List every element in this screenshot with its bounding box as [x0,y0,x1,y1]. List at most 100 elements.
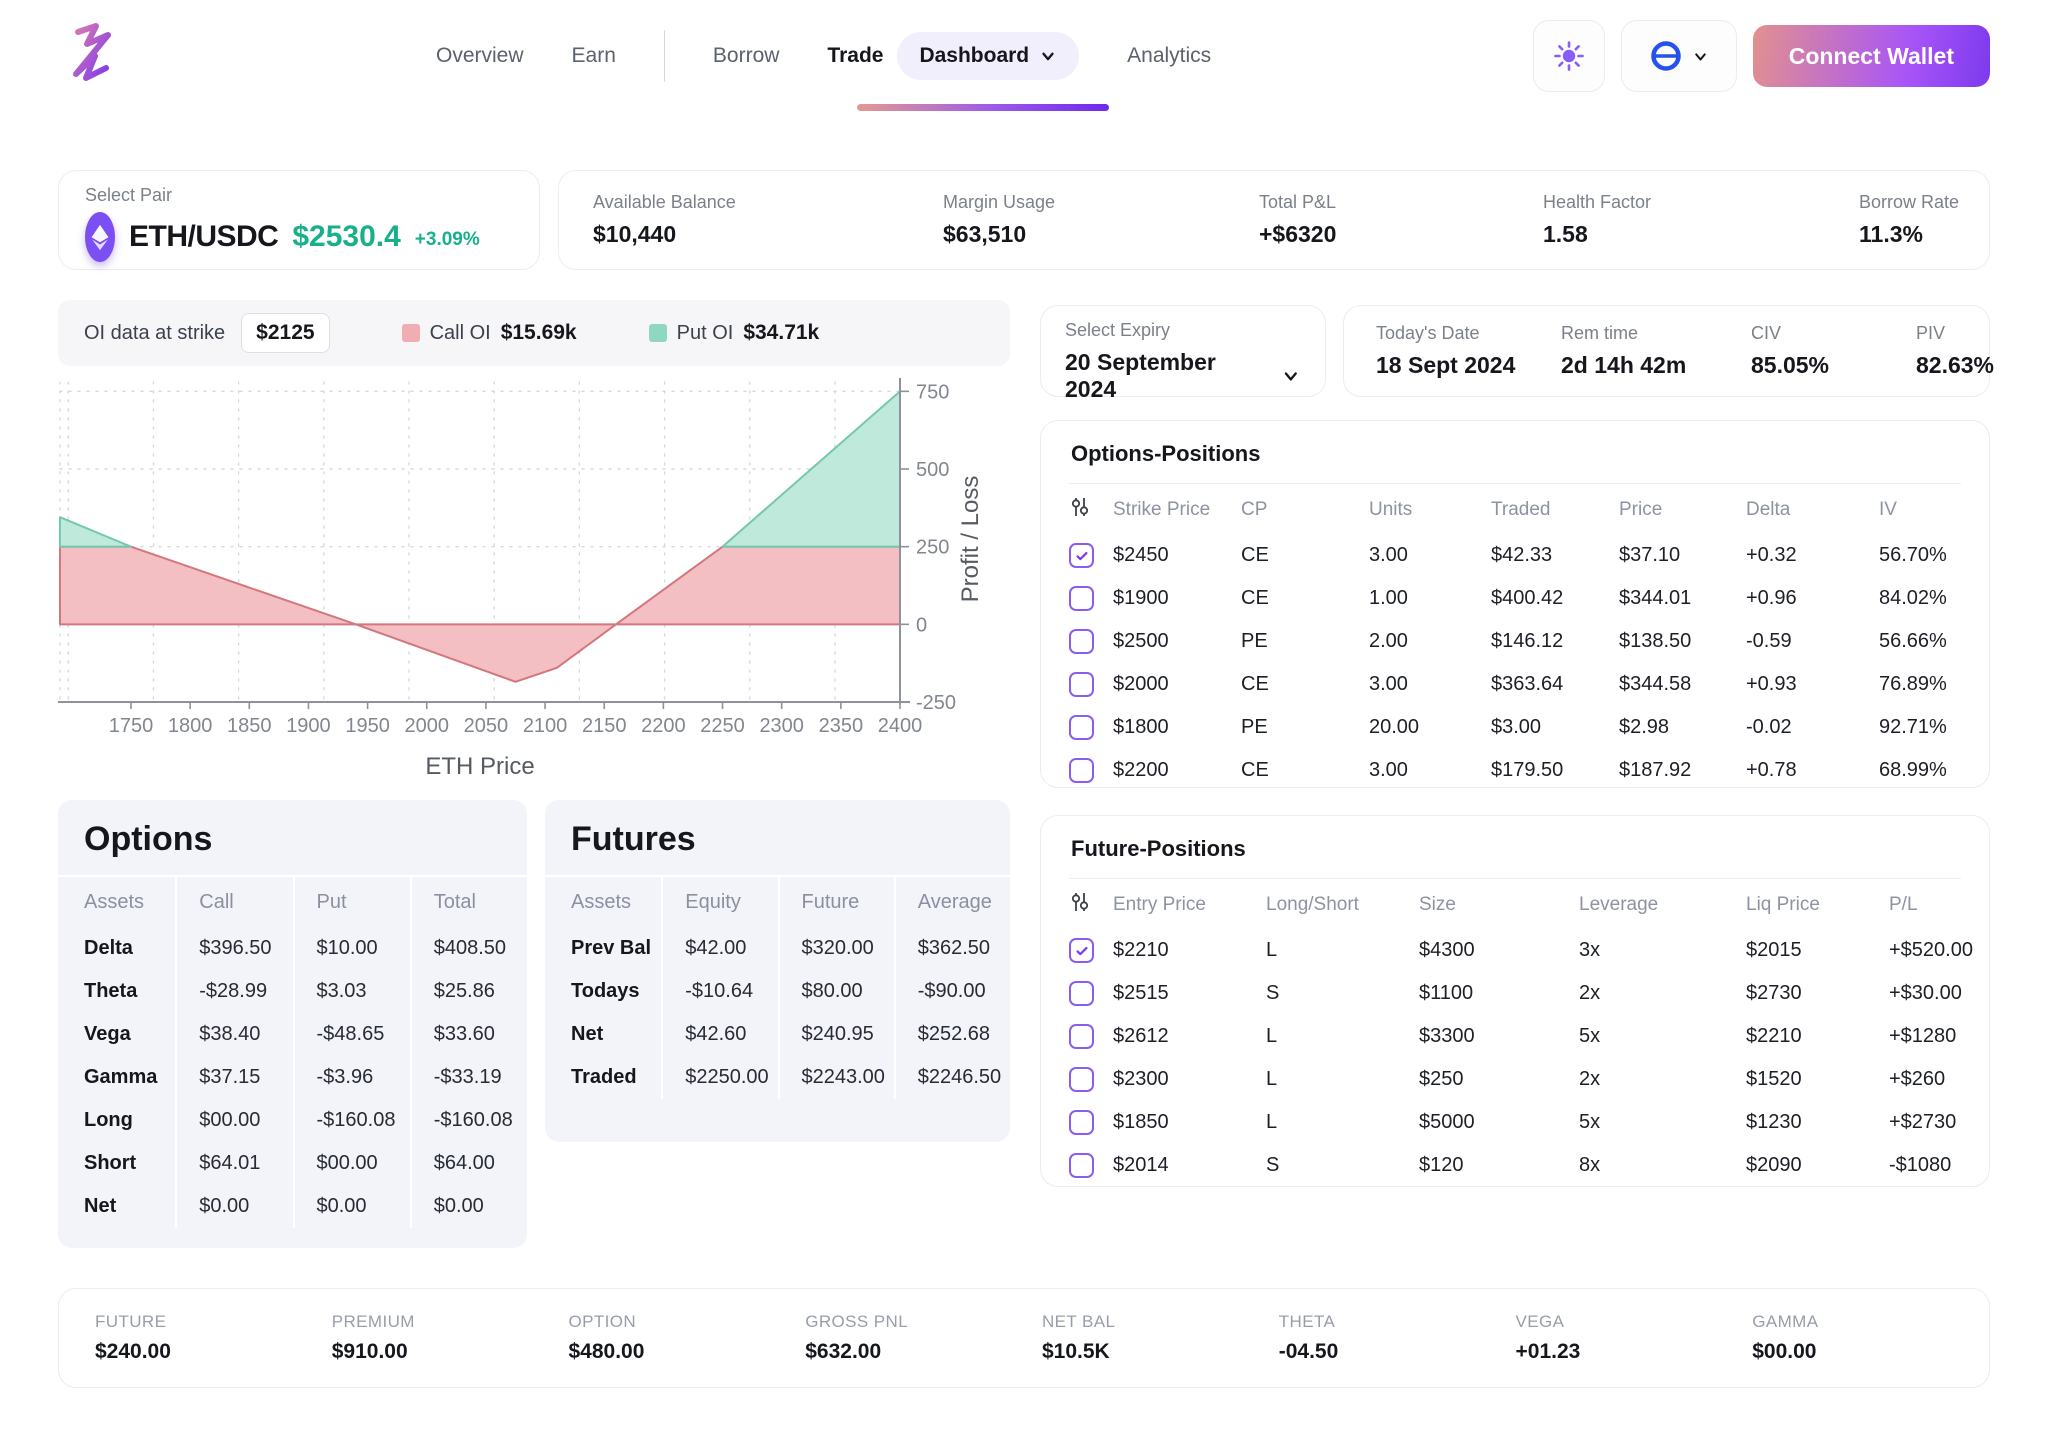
stat-label: Total P&L [1259,192,1337,212]
checkbox-cell [1069,586,1113,611]
cell: 2.00 [1369,630,1408,652]
column-header: P/L [1889,894,1918,915]
cell: 1.00 [1369,587,1408,609]
checkbox-unchecked[interactable] [1069,586,1094,611]
checkbox-unchecked[interactable] [1069,715,1094,740]
stat-value: $10.5K [1042,1340,1110,1363]
cell: $2250.00 [661,1056,777,1099]
theme-toggle-button[interactable] [1532,20,1605,92]
asset-label: Long [84,1109,133,1131]
stat: Health Factor 1.58 [1543,192,1859,248]
stat-label: VEGA [1515,1312,1565,1331]
table-row: $2000 CE 3.00 $363.64 $344.58 +0.93 76.89% [1069,663,1961,706]
payoff-chart: 1750 1800 1850 1900 1950 2000 2050 2100 2150 2200… [58,374,1010,794]
cell: $00.00 [292,1142,410,1185]
cell: -$3.96 [292,1056,410,1099]
select-expiry-label: Select Expiry [1065,320,1171,340]
checkbox-checked[interactable] [1069,543,1094,568]
checkbox-unchecked[interactable] [1069,1110,1094,1135]
cell: $64.00 [409,1142,527,1185]
checkbox-unchecked[interactable] [1069,629,1094,654]
column-header: Leverage [1579,894,1659,915]
cell: $5000 [1419,1111,1475,1133]
stat-label: Health Factor [1543,192,1652,212]
futures-summary-title: Futures [545,800,1010,877]
stat: Margin Usage $63,510 [943,192,1259,248]
nav-item-overview[interactable]: Overview [436,44,524,67]
call-oi-label: Call OI [429,321,491,344]
options-positions-table: Strike Price CP Units Traded Price Delta IV $24… [1069,486,1961,792]
svg-text:250: 250 [916,537,949,559]
checkbox-checked[interactable] [1069,938,1094,963]
cell: $64.01 [175,1142,292,1185]
call-oi-legend: Call OI $15.69k [401,321,577,345]
options-summary-table: Assets Call Put Total Delta $396.50 $10.00 $408… [58,877,527,1228]
cell: L [1266,939,1278,961]
pair-selector[interactable]: ETH/USDC $2530.4 +3.09% [85,212,513,262]
stat-value: $910.00 [331,1340,408,1363]
cell: $1900 [1113,587,1169,609]
future-positions-card: Future-Positions Entry Price Long/Short Si… [1040,815,1990,1187]
checkbox-cell [1069,758,1113,783]
asset-label: Gamma [84,1066,158,1088]
svg-text:750: 750 [916,381,949,403]
cell: +0.32 [1746,544,1797,566]
table-row: $1800 PE 20.00 $3.00 $2.98 -0.02 92.71% [1069,706,1961,749]
nav-item-borrow[interactable]: Borrow [712,44,780,67]
cell: L [1266,1025,1278,1047]
cell: $2014 [1113,1154,1169,1176]
svg-text:2250: 2250 [700,715,745,737]
cell: $3.00 [1491,716,1542,738]
nav-item-analytics[interactable]: Analytics [1127,44,1212,67]
stat-value: 11.3% [1859,221,1923,247]
stat-value: $480.00 [568,1340,645,1363]
network-selector-button[interactable] [1620,20,1737,92]
filter-icon-cell[interactable] [1069,495,1113,525]
cell: $1230 [1746,1111,1802,1133]
select-pair-label: Select Pair [85,185,173,205]
cell: -$90.00 [893,970,1010,1013]
app-logo-icon[interactable] [62,22,124,88]
cell: CE [1241,673,1269,695]
oi-strike-value[interactable]: $2125 [241,313,330,353]
checkbox-unchecked[interactable] [1069,981,1094,1006]
trade-label[interactable]: Trade [827,44,884,67]
table-row: $1900 CE 1.00 $400.42 $344.01 +0.96 84.02% [1069,577,1961,620]
cell: $344.01 [1619,587,1692,609]
checkbox-unchecked[interactable] [1069,1024,1094,1049]
stat: Borrow Rate 11.3% [1859,192,1989,248]
cell: CE [1241,544,1269,566]
stat-value: $63,510 [943,221,1027,247]
trade-dashboard-dropdown[interactable]: Dashboard [897,32,1080,80]
area-loss-band-right [615,545,901,626]
select-expiry-card: Select Expiry 20 September 2024 [1040,305,1326,402]
checkbox-cell [1069,715,1113,740]
checkbox-unchecked[interactable] [1069,1067,1094,1092]
summary-row: Delta $396.50 $10.00 $408.50 [58,927,527,970]
cell: $2090 [1746,1154,1802,1176]
cell: 76.89% [1879,673,1947,695]
checkbox-unchecked[interactable] [1069,1153,1094,1178]
table-row: $2210 L $4300 3x $2015 +$520.00 [1069,929,1973,972]
chevron-down-icon [1285,372,1298,381]
cell: -$10.64 [661,970,777,1013]
cell: 3.00 [1369,673,1408,695]
futures-summary-card: Futures Assets Equity Future Average Prev Ba… [545,800,1010,1142]
checkbox-unchecked[interactable] [1069,758,1094,783]
checkbox-unchecked[interactable] [1069,672,1094,697]
cell: L [1266,1111,1278,1133]
cell: -0.02 [1746,716,1792,738]
connect-wallet-button[interactable]: Connect Wallet [1752,25,1990,87]
cell: 92.71% [1879,716,1947,738]
cell: $2210 [1113,939,1169,961]
oi-strike-label: OI data at strike [84,321,226,344]
cell: $0.00 [292,1185,410,1228]
expiry-dropdown[interactable]: 20 September 2024 [1065,349,1301,403]
filter-icon-cell[interactable] [1069,890,1113,920]
nav-item-earn[interactable]: Earn [571,44,616,67]
asset-label: Theta [84,980,138,1002]
stat: Total P&L +$6320 [1259,192,1543,248]
column-header: Assets [84,890,145,913]
column-header: Assets [571,890,632,913]
filter-sliders-icon [1071,498,1089,516]
